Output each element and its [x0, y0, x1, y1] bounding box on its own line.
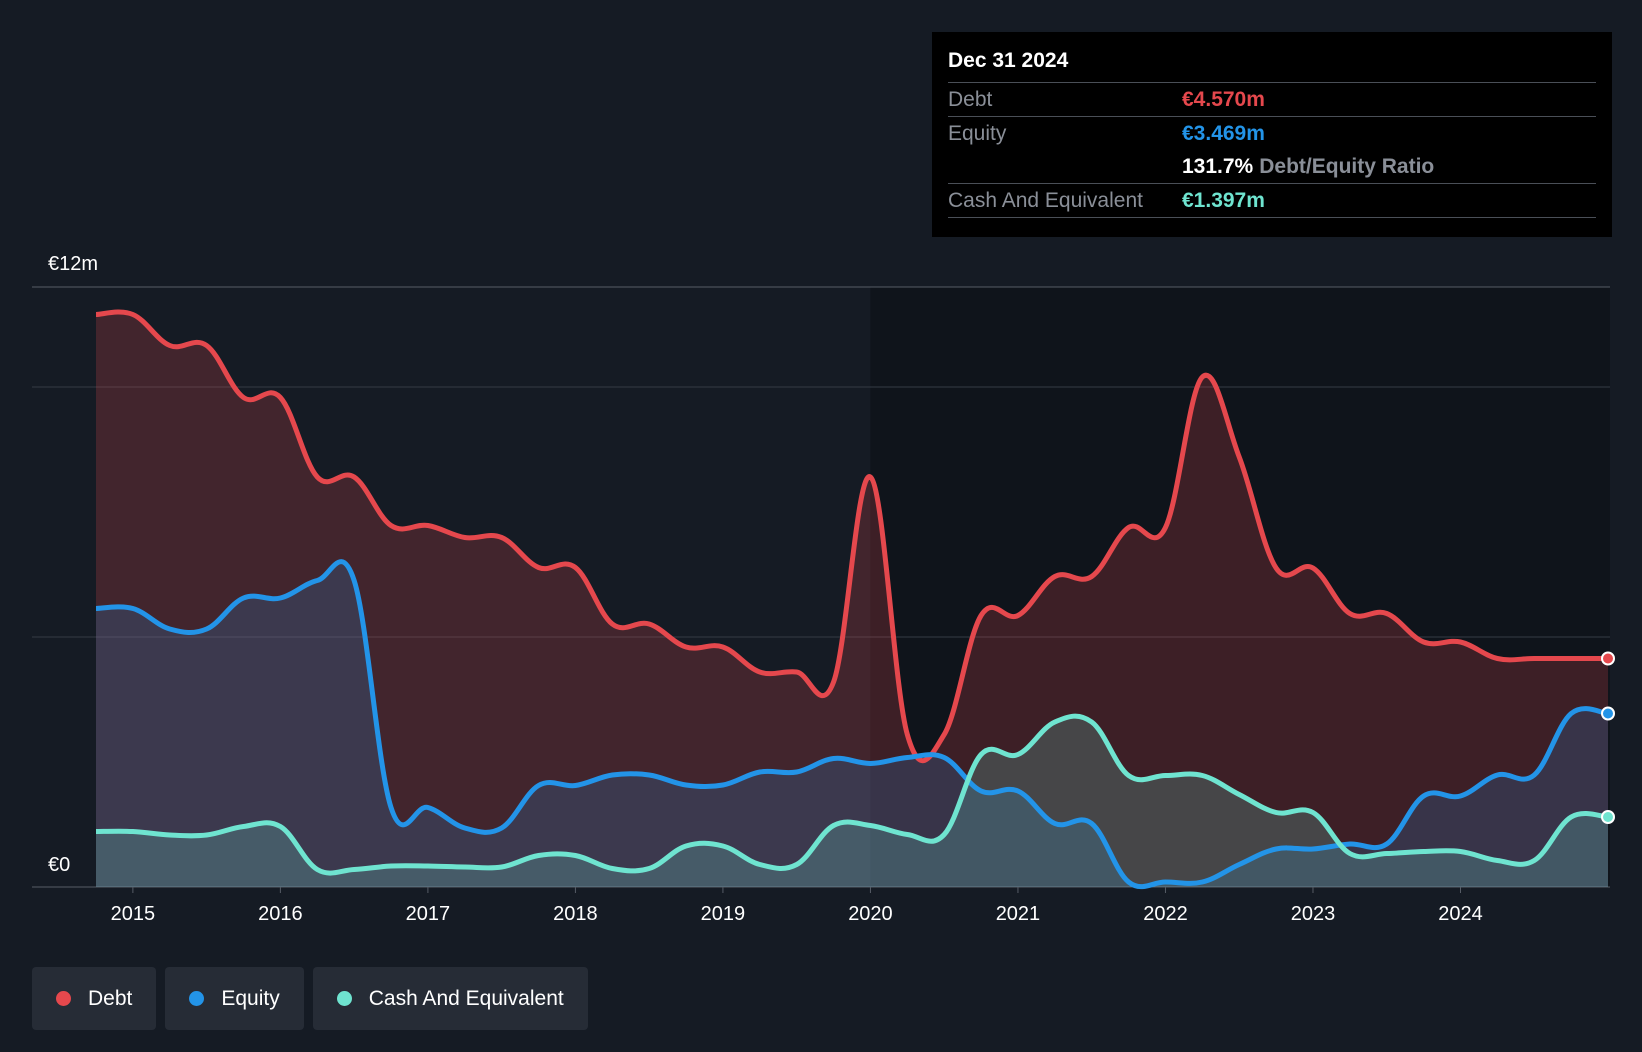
tooltip-cash-value: €1.397m [1182, 188, 1265, 212]
tooltip-row-debt: Debt €4.570m [948, 83, 1596, 117]
x-tick-label: 2020 [848, 903, 893, 925]
legend-cash-label: Cash And Equivalent [368, 986, 564, 1010]
x-axis-ticks: 2015 2016 2017 2018 2019 2020 2021 2022 2023 2024 [111, 887, 1483, 925]
debt-dot-icon [56, 991, 71, 1006]
y-axis-min-label: €0 [48, 854, 70, 876]
tooltip-panel: Dec 31 2024 Debt €4.570m Equity €3.469m … [932, 32, 1612, 237]
equity-line [95, 559, 1609, 890]
x-tick-label: 2024 [1438, 903, 1483, 925]
equity-endpoint [1601, 706, 1615, 721]
x-tick-label: 2016 [258, 903, 303, 925]
tooltip-row-cash: Cash And Equivalent €1.397m [948, 184, 1596, 218]
debt-endpoint [1601, 651, 1615, 666]
equity-dot-icon [189, 991, 205, 1006]
tooltip-date: Dec 31 2024 [948, 46, 1596, 83]
x-tick-label: 2022 [1143, 903, 1188, 925]
tooltip-row-ratio: 131.7% Debt/Equity Ratio [948, 150, 1596, 184]
legend-equity-label: Equity [221, 986, 280, 1010]
cash-and-equivalent-line [95, 713, 1609, 876]
y-axis-max-label: €12m [48, 253, 98, 275]
legend-item-cash[interactable]: Cash And Equivalent [312, 967, 588, 1030]
tooltip-ratio-label: Debt/Equity Ratio [1259, 154, 1435, 178]
debt-line [95, 309, 1608, 764]
tooltip-cash-label: Cash And Equivalent [948, 188, 1143, 212]
legend-item-equity[interactable]: Equity [165, 967, 304, 1030]
legend-debt-label: Debt [88, 986, 133, 1010]
series-endpoints [1601, 651, 1615, 824]
cash-and-equivalent-area [96, 716, 1608, 887]
x-tick-label: 2019 [701, 903, 746, 925]
x-tick-label: 2017 [406, 903, 451, 925]
tooltip-equity-label: Equity [948, 121, 1007, 145]
tooltip-equity-value: €3.469m [1182, 121, 1265, 145]
tooltip-row-equity: Equity €3.469m [948, 117, 1596, 150]
legend: Debt Equity Cash And Equivalent [32, 967, 588, 1030]
x-tick-label: 2023 [1291, 903, 1336, 925]
x-tick-label: 2015 [111, 903, 156, 925]
tooltip-debt-label: Debt [948, 87, 993, 111]
tooltip-debt-value: €4.570m [1182, 87, 1265, 111]
legend-item-debt[interactable]: Debt [32, 967, 157, 1030]
gridlines [32, 286, 1610, 888]
debt-area [96, 312, 1608, 887]
series-lines [95, 309, 1609, 890]
x-tick-label: 2021 [996, 903, 1041, 925]
cash-and-equivalent-endpoint [1601, 810, 1615, 824]
x-tick-label: 2018 [553, 903, 598, 925]
tooltip-ratio-value: 131.7% [1182, 154, 1254, 178]
cash-dot-icon [336, 991, 352, 1006]
debt-equity-chart: €12m €0 2015 2016 2017 2018 2019 2020 2021 2022… [32, 253, 1615, 925]
